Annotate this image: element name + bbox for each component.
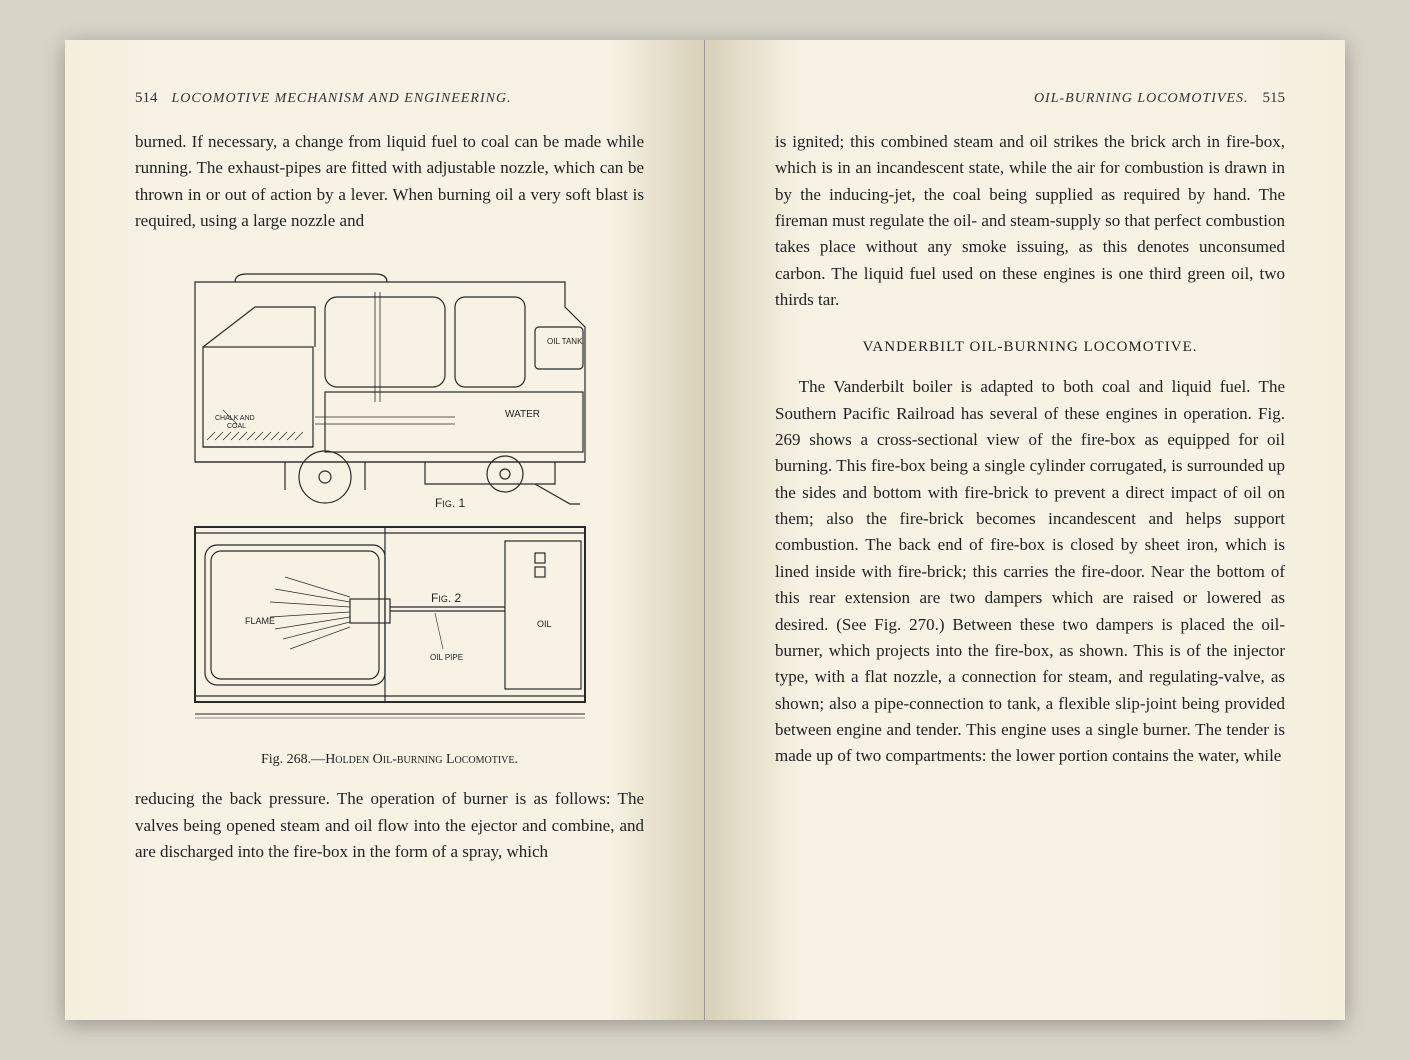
page-left: 514 LOCOMOTIVE MECHANISM AND ENGINEERING…	[65, 40, 705, 1020]
paragraph: burned. If necessary, a change from liqu…	[135, 129, 644, 234]
label-fig1: FIG. 1	[435, 496, 466, 510]
paragraph: reducing the back pressure. The operatio…	[135, 786, 644, 865]
figure-caption: Fig. 268.—Holden Oil-burning Locomotive.	[175, 752, 605, 768]
book-spread: 514 LOCOMOTIVE MECHANISM AND ENGINEERING…	[65, 40, 1345, 1020]
label-fig2: FIG. 2	[431, 591, 462, 605]
running-title: OIL-BURNING LOCOMOTIVES.	[1034, 91, 1249, 107]
figure-268: OIL TANK WATER CHALK AND COAL FIG. 1	[175, 252, 605, 768]
page-number: 514	[135, 90, 158, 107]
label-flame: FLAME	[245, 616, 275, 626]
label-chalk-coal: CHALK AND	[215, 415, 255, 422]
body-text-upper: is ignited; this combined steam and oil …	[775, 129, 1285, 313]
label-oil: OIL	[537, 619, 552, 629]
body-text-upper: burned. If necessary, a change from liqu…	[135, 129, 644, 234]
page-right: OIL-BURNING LOCOMOTIVES. 515 is ignited;…	[705, 40, 1345, 1020]
running-title: LOCOMOTIVE MECHANISM AND ENGINEERING.	[172, 91, 512, 107]
page-header-right: OIL-BURNING LOCOMOTIVES. 515	[775, 90, 1285, 107]
caption-title: Holden Oil-burning Locomotive.	[325, 752, 518, 767]
body-text-lower: reducing the back pressure. The operatio…	[135, 786, 644, 865]
paragraph: is ignited; this combined steam and oil …	[775, 129, 1285, 313]
label-oil-tank: OIL TANK	[547, 337, 583, 346]
label-chalk-coal-2: COAL	[227, 423, 246, 430]
section-heading: VANDERBILT OIL-BURNING LOCOMOTIVE.	[775, 339, 1285, 356]
body-text-lower: The Vanderbilt boiler is adapted to both…	[775, 374, 1285, 769]
figure-svg: OIL TANK WATER CHALK AND COAL FIG. 1	[175, 252, 605, 742]
page-header-left: 514 LOCOMOTIVE MECHANISM AND ENGINEERING…	[135, 90, 644, 107]
paragraph: The Vanderbilt boiler is adapted to both…	[775, 374, 1285, 769]
page-number: 515	[1263, 90, 1286, 107]
caption-prefix: Fig. 268.—	[261, 752, 325, 767]
label-water: WATER	[505, 409, 540, 420]
label-oil-pipe: OIL PIPE	[430, 653, 463, 662]
